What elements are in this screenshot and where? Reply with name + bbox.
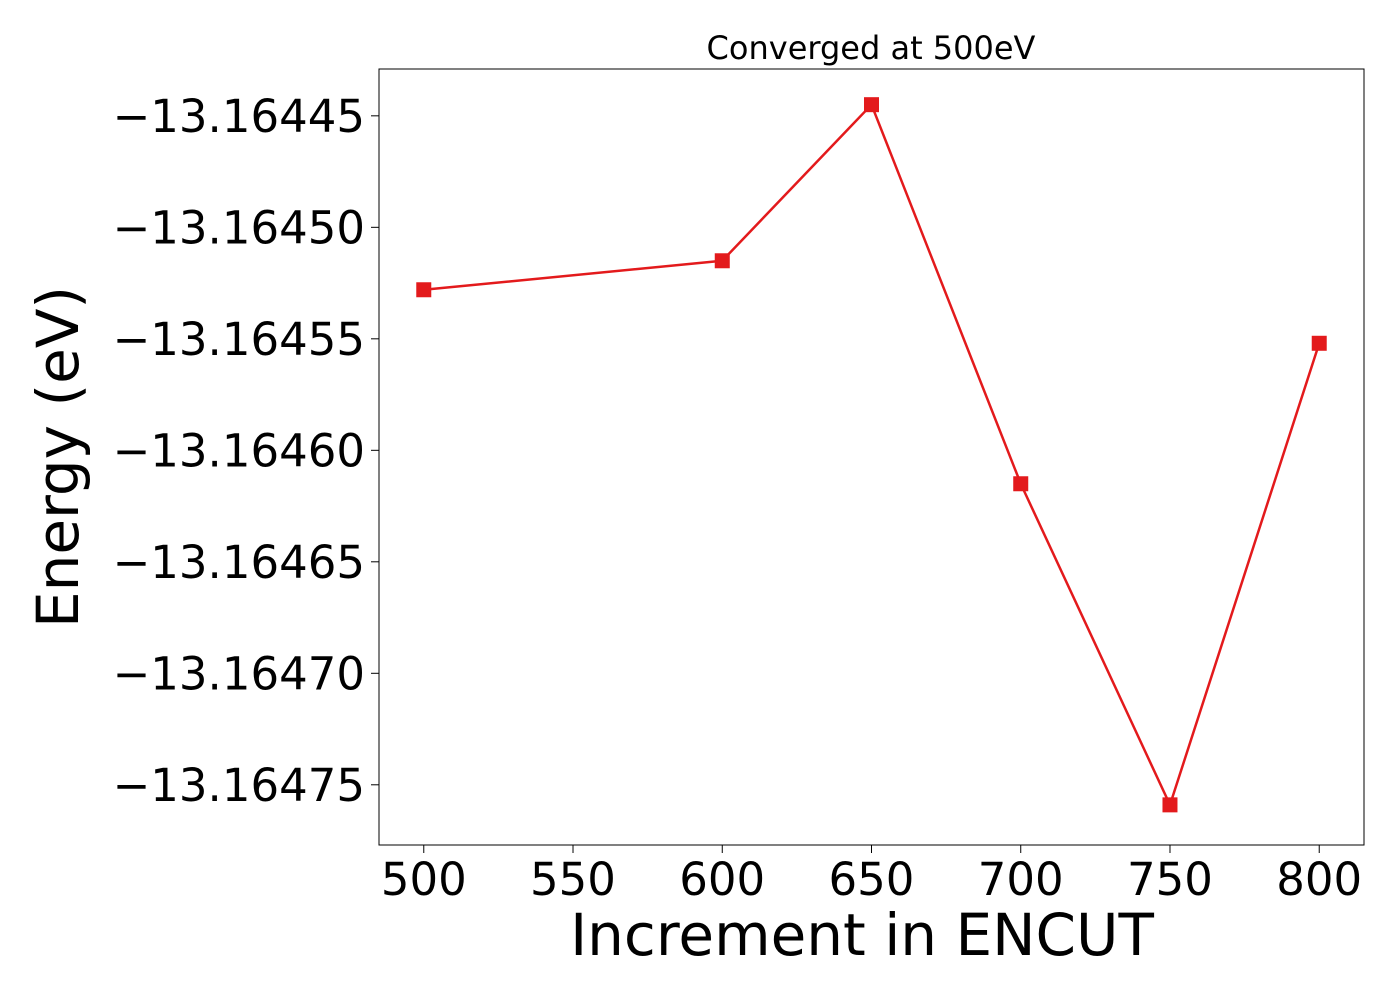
x-tick-label: 500 — [381, 853, 467, 906]
series-layer — [416, 97, 1327, 813]
data-point-marker — [416, 282, 432, 298]
y-tick-label: −13.16455 — [113, 313, 365, 366]
data-point-marker — [1162, 797, 1178, 813]
x-tick-label: 650 — [829, 853, 915, 906]
y-tick-label: −13.16460 — [113, 424, 365, 477]
data-point-marker — [1013, 476, 1029, 492]
y-tick-label: −13.16470 — [113, 647, 365, 700]
data-point-marker — [864, 97, 879, 113]
data-point-marker — [1311, 335, 1327, 351]
x-tick-label: 600 — [679, 853, 765, 906]
x-tick-label: 550 — [530, 853, 616, 906]
series-line — [423, 103, 1321, 807]
y-tick-label: −13.16465 — [113, 536, 365, 589]
x-axis: 500 550 600 650 700 750 800 — [381, 845, 1362, 906]
x-tick-label: 750 — [1127, 853, 1213, 906]
chart-title: Converged at 500eV — [707, 29, 1036, 67]
x-tick-label: 800 — [1276, 853, 1362, 906]
y-axis-label: Energy (eV) — [24, 286, 92, 628]
y-tick-label: −13.16475 — [113, 759, 365, 812]
data-point-marker — [714, 253, 730, 269]
plot-area — [378, 68, 1365, 846]
y-axis: −13.16445 −13.16450 −13.16455 −13.16460 −13.… — [113, 90, 379, 812]
y-tick-label: −13.16450 — [113, 201, 365, 254]
x-tick-label: 700 — [978, 853, 1064, 906]
y-tick-label: −13.16445 — [113, 90, 365, 143]
x-axis-label: Increment in ENCUT — [570, 901, 1154, 969]
